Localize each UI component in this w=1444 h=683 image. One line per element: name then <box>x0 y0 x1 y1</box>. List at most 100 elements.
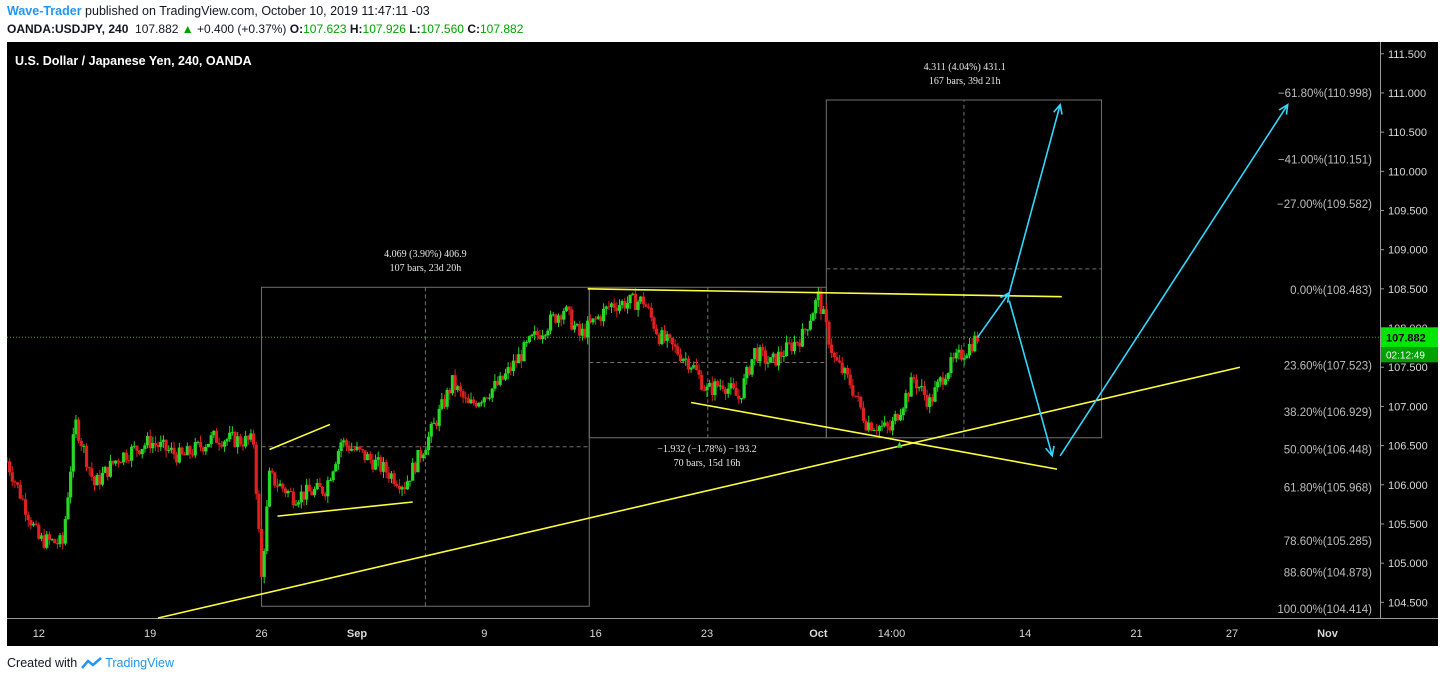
candle-body <box>710 382 714 395</box>
candle-body <box>408 480 412 482</box>
candle-body <box>875 430 879 432</box>
candle-body <box>726 388 730 394</box>
chart-area[interactable]: U.S. Dollar / Japanese Yen, 240, OANDA 1… <box>7 42 1438 646</box>
candle-body <box>318 482 322 487</box>
close-label: C: <box>467 22 480 36</box>
flag-lower-trendline[interactable] <box>277 501 413 517</box>
candle-body <box>811 313 815 321</box>
candle-body <box>694 365 698 370</box>
projection-path-segment[interactable] <box>1008 104 1061 293</box>
candle-body <box>594 318 598 320</box>
candle-body <box>222 441 227 447</box>
candle-body <box>941 377 945 385</box>
candle-body <box>636 301 640 310</box>
candle-body <box>302 491 306 500</box>
candle-body <box>299 491 303 503</box>
candle-body <box>556 315 561 323</box>
projection-path-segment[interactable] <box>1008 300 1053 456</box>
candle-body <box>599 316 603 322</box>
candle-body <box>814 300 818 314</box>
candle-body <box>387 472 391 479</box>
candle-body <box>928 397 932 407</box>
candle-body <box>23 499 28 515</box>
candle-body <box>180 447 184 455</box>
price-tick-label: 107.500 <box>1388 362 1428 374</box>
candle-body <box>201 447 205 452</box>
falling-wedge-trendline[interactable] <box>690 401 1058 470</box>
candle-body <box>363 450 367 461</box>
candle-body <box>405 481 409 490</box>
candle-body <box>262 551 266 577</box>
candle-body <box>421 454 425 459</box>
candle-body <box>612 303 616 308</box>
candle-body <box>522 342 526 362</box>
candle-body <box>806 329 810 331</box>
candle-body <box>506 367 510 374</box>
candle-body <box>114 460 118 464</box>
projection-path-segment[interactable] <box>1059 104 1289 457</box>
candle-body <box>426 436 431 451</box>
candle-body <box>419 450 423 459</box>
candle-body <box>670 337 675 345</box>
candle-body <box>776 351 781 366</box>
candle-body <box>159 441 163 448</box>
candle-body <box>344 440 348 446</box>
candle-body <box>82 445 86 447</box>
candle-body <box>10 472 14 482</box>
candle-body <box>533 331 537 335</box>
time-tick-label: 16 <box>590 628 602 640</box>
candle-body <box>517 354 521 364</box>
candle-body <box>753 348 757 360</box>
candle-body <box>445 389 449 407</box>
candle-body <box>47 534 52 540</box>
candle-body <box>432 422 436 424</box>
candle-body <box>39 535 44 539</box>
rising-support-trendline[interactable] <box>157 366 1241 619</box>
candle-body <box>792 341 797 352</box>
candle-body <box>967 343 972 356</box>
candle-body <box>867 422 871 431</box>
candle-body <box>34 523 38 525</box>
candle-body <box>376 457 380 460</box>
candle-body <box>241 444 245 447</box>
candle-body <box>798 342 802 347</box>
candle-body <box>498 375 502 385</box>
candle-body <box>880 425 884 427</box>
last-price: 107.882 <box>135 22 179 36</box>
candle-body <box>307 484 311 492</box>
candle-body <box>861 407 866 422</box>
candle-body <box>644 304 648 307</box>
candle-body <box>816 291 820 301</box>
candle-body <box>548 314 553 331</box>
chart-canvas[interactable]: U.S. Dollar / Japanese Yen, 240, OANDA 1… <box>7 42 1438 646</box>
candle-body <box>734 388 738 396</box>
candle-body <box>944 379 948 385</box>
candle-body <box>586 320 590 338</box>
candle-body <box>69 471 73 498</box>
candle-body <box>434 422 439 426</box>
candle-body <box>604 306 608 309</box>
author-link[interactable]: Wave-Trader <box>7 4 82 18</box>
tradingview-link[interactable]: TradingView <box>105 656 174 670</box>
candle-body <box>819 291 823 314</box>
candle-body <box>397 485 402 490</box>
candle-body <box>55 543 59 545</box>
candle-body <box>331 471 335 481</box>
candle-body <box>206 443 211 447</box>
candle-body <box>281 483 285 489</box>
projection-path-segment[interactable] <box>976 292 1010 338</box>
candle-body <box>53 539 57 544</box>
candle-body <box>713 381 717 395</box>
candle-body <box>106 466 110 477</box>
candle-body <box>949 357 953 374</box>
candle-body <box>946 373 950 380</box>
projection-arrowhead <box>1278 103 1289 115</box>
candle-body <box>76 419 81 441</box>
symbol-label: OANDA:USDJPY, 240 <box>7 22 129 36</box>
time-tick-label: 19 <box>144 628 156 640</box>
flag-upper-trendline[interactable] <box>269 423 331 451</box>
candle-body <box>617 305 622 311</box>
candle-body <box>673 344 677 347</box>
upper-resistance-trendline[interactable] <box>587 288 1062 298</box>
time-tick-label: 23 <box>701 628 713 640</box>
